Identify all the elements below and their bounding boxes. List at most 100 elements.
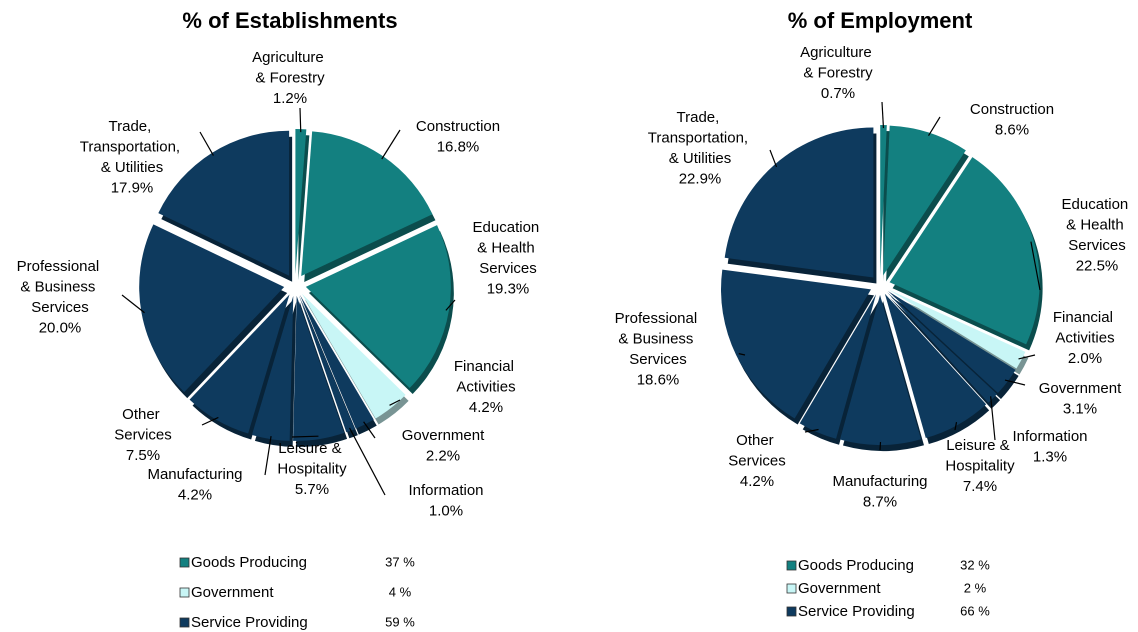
slice xyxy=(298,295,355,433)
slice-label: Professional & Business Services xyxy=(615,310,702,368)
slice xyxy=(251,295,294,441)
slice-value-label: 8.7% xyxy=(863,493,897,510)
slice xyxy=(884,293,987,439)
slice-value-label: 17.9% xyxy=(111,179,154,196)
slice-label: Education & Health Services xyxy=(473,219,544,277)
leader-line xyxy=(363,421,376,439)
leader-line xyxy=(199,131,214,156)
legend-swatch xyxy=(179,557,190,568)
leader-line xyxy=(1018,354,1036,360)
slice-value-label: 1.0% xyxy=(429,502,463,519)
slice xyxy=(299,294,374,429)
leader-line xyxy=(121,294,145,314)
slice-label: Professional & Business Services xyxy=(17,258,104,316)
slice-label: Financial Activities xyxy=(1053,309,1117,347)
slice-value-label: 1.3% xyxy=(1033,448,1067,465)
slice-value-label: 4.2% xyxy=(469,399,503,416)
slice xyxy=(880,125,887,276)
slice-label: Trade, Transportation, & Utilities xyxy=(648,109,753,167)
slice-label: Agriculture & Forestry xyxy=(800,44,876,82)
slice xyxy=(883,125,966,276)
slice-label: Financial Activities xyxy=(454,358,518,396)
slice-value-label: 8.6% xyxy=(995,121,1029,138)
slice xyxy=(301,293,406,419)
legend-value: 37 % xyxy=(385,554,415,569)
legend-value: 66 % xyxy=(960,603,990,618)
slice-label: Other Services xyxy=(728,432,786,470)
slice-value-label: 2.0% xyxy=(1068,350,1102,367)
slice-label: Leisure & Hospitality xyxy=(945,437,1015,475)
slice-label: Leisure & Hospitality xyxy=(277,440,347,478)
leader-line xyxy=(804,428,819,433)
slice-label: Information xyxy=(408,482,483,499)
slice-value-label: 4.2% xyxy=(178,486,212,503)
slice-value-label: 2.2% xyxy=(426,447,460,464)
chart-title: % of Establishments xyxy=(182,8,397,33)
leader-line xyxy=(928,116,941,136)
slice xyxy=(839,294,921,445)
slice xyxy=(724,127,874,278)
legend-value: 32 % xyxy=(960,557,990,572)
slice-value-label: 1.2% xyxy=(273,90,307,107)
slice-value-label: 16.8% xyxy=(437,138,480,155)
legend-swatch xyxy=(786,560,797,571)
slice-value-label: 18.6% xyxy=(637,371,680,388)
leader-line xyxy=(769,149,778,168)
legend-value: 59 % xyxy=(385,614,415,629)
slice-value-label: 20.0% xyxy=(39,319,82,336)
slice-label: Government xyxy=(402,427,485,444)
legend-swatch xyxy=(786,606,797,617)
slice xyxy=(301,131,433,276)
slice-label: Manufacturing xyxy=(832,473,927,490)
slice-value-label: 0.7% xyxy=(821,85,855,102)
slice-value-label: 7.4% xyxy=(963,478,997,495)
leader-line xyxy=(445,299,456,311)
slice-value-label: 7.5% xyxy=(126,447,160,464)
leader-line xyxy=(381,129,401,160)
leader-line xyxy=(349,427,386,496)
slice xyxy=(139,224,285,393)
legend-label: Service Providing xyxy=(798,603,915,620)
legend-label: Goods Producing xyxy=(798,557,914,574)
slice xyxy=(887,291,1016,394)
slice-value-label: 3.1% xyxy=(1063,400,1097,417)
leader-line xyxy=(990,396,996,441)
leader-line xyxy=(954,421,958,431)
leader-line xyxy=(881,101,885,129)
slice-label: Information xyxy=(1012,428,1087,445)
legend-swatch xyxy=(179,587,190,598)
leader-line xyxy=(264,436,272,476)
slice-label: Trade, Transportation, & Utilities xyxy=(80,118,185,176)
slice xyxy=(189,294,290,434)
legend-label: Government xyxy=(798,580,881,597)
slice-label: Manufacturing xyxy=(147,466,242,483)
leader-line xyxy=(299,107,302,133)
legend-swatch xyxy=(179,617,190,628)
slice-label: Construction xyxy=(970,101,1054,118)
legend-value: 4 % xyxy=(389,584,412,599)
slice xyxy=(888,289,1026,369)
legend-swatch xyxy=(786,583,797,594)
slice-value-label: 22.5% xyxy=(1076,257,1119,274)
slice xyxy=(293,295,345,441)
slice xyxy=(158,130,290,276)
slice-label: Government xyxy=(1039,380,1122,397)
slice xyxy=(889,157,1040,345)
slice-value-label: 4.2% xyxy=(740,473,774,490)
slice xyxy=(295,129,307,275)
chart-title: % of Employment xyxy=(788,8,973,33)
slice-value-label: 19.3% xyxy=(487,280,530,297)
slice-value-label: 22.9% xyxy=(679,170,722,187)
slice-value-label: 5.7% xyxy=(295,481,329,498)
leader-line xyxy=(738,353,746,356)
slice xyxy=(305,225,451,389)
leader-line xyxy=(201,416,219,426)
slice xyxy=(887,292,998,403)
slice-label: Agriculture & Forestry xyxy=(252,49,328,87)
legend-label: Goods Producing xyxy=(191,554,307,571)
legend-label: Service Providing xyxy=(191,614,308,631)
leader-line xyxy=(1004,379,1026,386)
leader-line xyxy=(291,435,319,438)
slice-label: Education & Health Services xyxy=(1062,196,1133,254)
